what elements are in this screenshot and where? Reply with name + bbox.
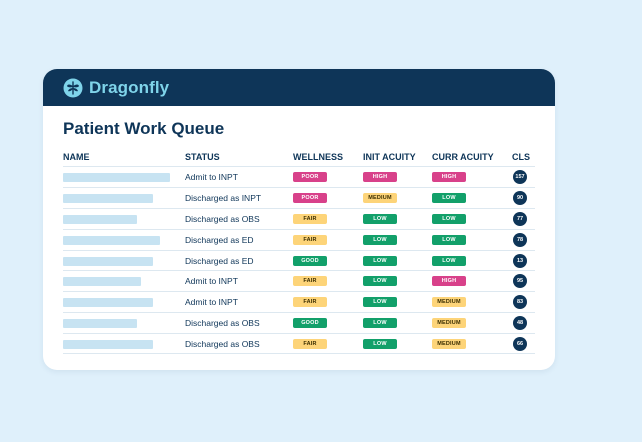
status-text: Discharged as OBS	[185, 213, 260, 224]
cls-score-badge: 95	[513, 274, 527, 289]
cls-score-badge: 90	[513, 190, 527, 205]
cls-score-badge: 78	[513, 232, 527, 247]
status-text: Discharged as OBS	[185, 318, 260, 329]
status-text: Admit to INPT	[185, 172, 238, 182]
brand-name: Dragonfly	[89, 77, 170, 97]
patient-name-redacted	[63, 214, 137, 224]
cls-score-badge: 13	[513, 253, 527, 268]
wellness-badge: FAIR	[293, 276, 327, 287]
column-header-status[interactable]: STATUS	[185, 152, 220, 162]
table-row[interactable]: Discharged as OBS FAIR LOW MEDIUM 66	[63, 333, 535, 355]
wellness-badge: FAIR	[293, 213, 327, 224]
init-acuity-badge: LOW	[363, 297, 397, 308]
column-header-curr-acuity[interactable]: CURR ACUITY	[432, 152, 494, 162]
wellness-badge: FAIR	[293, 339, 327, 350]
patient-name-redacted	[63, 235, 160, 245]
curr-acuity-badge: MEDIUM	[432, 318, 466, 329]
patient-name-redacted	[63, 298, 153, 308]
table-row[interactable]: Discharged as OBS GOOD LOW MEDIUM 48	[63, 312, 535, 333]
init-acuity-badge: LOW	[363, 339, 397, 350]
status-text: Discharged as ED	[185, 255, 254, 266]
curr-acuity-badge: MEDIUM	[432, 339, 466, 350]
patient-name-redacted	[63, 340, 153, 350]
table-header: NAME STATUS WELLNESS INIT ACUITY CURR AC…	[63, 152, 535, 166]
column-header-init-acuity[interactable]: INIT ACUITY	[363, 152, 416, 162]
table-row[interactable]: Admit to INPT POOR HIGH HIGH 157	[63, 166, 535, 187]
wellness-badge: FAIR	[293, 234, 327, 245]
table-row[interactable]: Admit to INPT FAIR LOW HIGH 95	[63, 270, 535, 291]
work-queue-card: Dragonfly Patient Work Queue NAME STATUS…	[43, 69, 555, 370]
wellness-badge: GOOD	[293, 255, 327, 266]
status-text: Discharged as INPT	[185, 192, 262, 203]
cls-score-badge: 77	[513, 211, 527, 226]
init-acuity-badge: MEDIUM	[363, 192, 397, 203]
status-text: Admit to INPT	[185, 276, 238, 287]
column-header-name[interactable]: NAME	[63, 152, 90, 162]
init-acuity-badge: LOW	[363, 234, 397, 245]
curr-acuity-badge: LOW	[432, 255, 466, 266]
wellness-badge: POOR	[293, 172, 327, 182]
column-header-wellness[interactable]: WELLNESS	[293, 152, 344, 162]
init-acuity-badge: LOW	[363, 276, 397, 287]
patient-name-redacted	[63, 277, 141, 287]
table-row[interactable]: Admit to INPT FAIR LOW MEDIUM 83	[63, 291, 535, 312]
status-text: Discharged as OBS	[185, 339, 260, 350]
patient-name-redacted	[63, 173, 170, 182]
cls-score-badge: 83	[513, 295, 527, 310]
table-row[interactable]: Discharged as ED FAIR LOW LOW 78	[63, 228, 535, 250]
status-text: Admit to INPT	[185, 297, 238, 308]
init-acuity-badge: HIGH	[363, 172, 397, 182]
cls-score-badge: 66	[513, 337, 527, 352]
curr-acuity-badge: HIGH	[432, 172, 466, 182]
patient-name-redacted	[63, 319, 137, 329]
wellness-badge: POOR	[293, 192, 327, 203]
table-row[interactable]: Discharged as ED GOOD LOW LOW 13	[63, 249, 535, 271]
curr-acuity-badge: HIGH	[432, 276, 466, 287]
curr-acuity-badge: LOW	[432, 192, 466, 203]
app-header: Dragonfly	[43, 69, 555, 106]
status-text: Discharged as ED	[185, 234, 254, 245]
init-acuity-badge: LOW	[363, 255, 397, 266]
wellness-badge: GOOD	[293, 318, 327, 329]
cls-score-badge: 157	[513, 170, 527, 184]
curr-acuity-badge: LOW	[432, 234, 466, 245]
table-row[interactable]: Discharged as OBS FAIR LOW LOW 77	[63, 207, 535, 229]
wellness-badge: FAIR	[293, 297, 327, 308]
column-header-cls[interactable]: CLS	[512, 152, 530, 162]
curr-acuity-badge: LOW	[432, 213, 466, 224]
patient-name-redacted	[63, 193, 153, 203]
patient-name-redacted	[63, 256, 153, 266]
dragonfly-icon	[63, 78, 83, 97]
cls-score-badge: 48	[513, 316, 527, 331]
curr-acuity-badge: MEDIUM	[432, 297, 466, 308]
table-row[interactable]: Discharged as INPT POOR MEDIUM LOW 90	[63, 186, 535, 208]
init-acuity-badge: LOW	[363, 318, 397, 329]
table-body: Admit to INPT POOR HIGH HIGH 157 Dischar…	[63, 166, 535, 355]
brand-logo[interactable]: Dragonfly	[63, 78, 169, 98]
page-title: Patient Work Queue	[63, 119, 225, 138]
init-acuity-badge: LOW	[363, 213, 397, 224]
